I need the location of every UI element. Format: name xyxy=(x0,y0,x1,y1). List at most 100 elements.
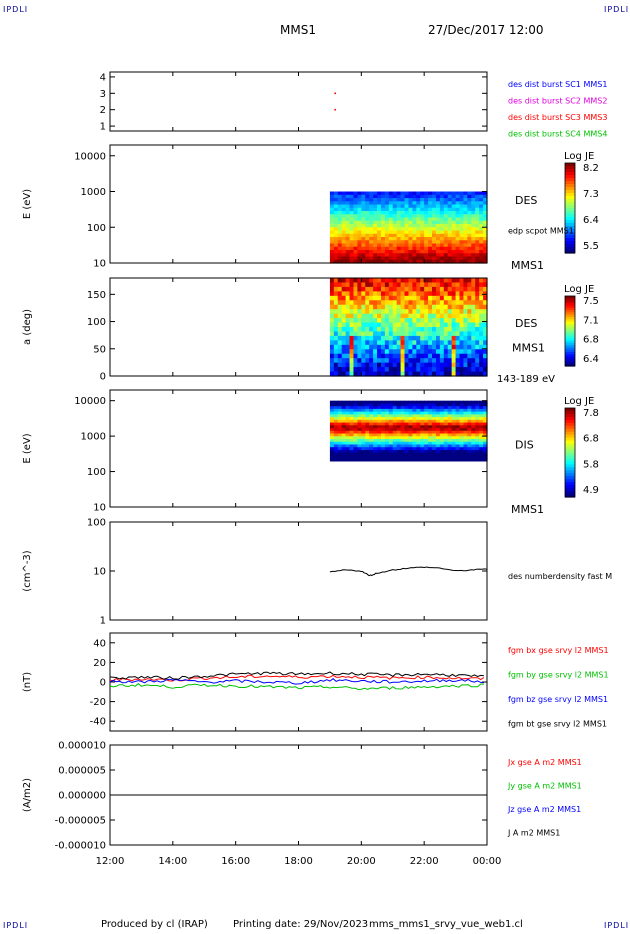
bfield-series-line xyxy=(109,678,484,685)
spectrogram-cell xyxy=(483,304,488,310)
instrument-sublabel: MMS1 xyxy=(512,342,545,355)
spectrogram-cell xyxy=(420,441,425,446)
spectrogram-cell xyxy=(420,243,425,248)
spectrogram-cell xyxy=(400,194,406,199)
colorbar-segment xyxy=(565,300,575,304)
spectrogram-cell xyxy=(435,194,441,199)
spectrogram-cell xyxy=(392,295,398,301)
spectrogram-cell xyxy=(361,286,366,292)
spectrogram-cell xyxy=(392,220,398,225)
spectrogram-cell xyxy=(471,408,476,413)
spectrogram-cell xyxy=(451,259,457,264)
spectrogram-cell xyxy=(384,243,390,248)
spectrogram-cell xyxy=(428,217,433,222)
spectrogram-cell xyxy=(345,227,351,232)
spectrogram-cell xyxy=(483,344,488,350)
spectrogram-cell xyxy=(353,433,359,437)
spectrogram-cell xyxy=(432,438,437,443)
spectrogram-cell xyxy=(416,344,421,350)
spectrogram-cell xyxy=(365,217,370,222)
spectrogram-cell xyxy=(483,207,488,212)
spectrogram-cell xyxy=(329,433,335,437)
spectrogram-cell xyxy=(400,224,406,228)
spectrogram-cell xyxy=(408,362,413,368)
spectrogram-cell xyxy=(416,194,421,199)
spectrogram-cell xyxy=(333,358,339,364)
spectrogram-cell xyxy=(479,318,484,324)
colorbar-segment xyxy=(565,359,575,362)
spectrogram-cell xyxy=(377,322,382,328)
spectrogram-cell xyxy=(361,425,366,429)
spectrogram-cell xyxy=(357,358,362,364)
spectrogram-cell xyxy=(380,438,386,443)
spectrogram-cell xyxy=(479,253,484,258)
spectrogram-cell xyxy=(467,406,472,410)
spectrogram-cell xyxy=(373,291,378,297)
spectrogram-cell xyxy=(388,230,394,235)
spectrogram-cell xyxy=(471,400,476,405)
spectrogram-cell xyxy=(439,194,445,199)
spectrogram-cell xyxy=(447,322,453,328)
spectrogram-cell xyxy=(333,227,339,232)
spectrogram-cell xyxy=(353,201,359,206)
spectrogram-cell xyxy=(361,246,366,251)
spectrogram-cell xyxy=(380,246,386,251)
spectrogram-cell xyxy=(384,340,390,346)
spectrogram-cell xyxy=(357,259,362,264)
corner-label-bottom-right: IPDLI xyxy=(604,921,630,930)
spectrogram-cell xyxy=(329,444,335,448)
spectrogram-cell xyxy=(380,362,386,368)
spectrogram-cell xyxy=(432,458,437,462)
spectrogram-cell xyxy=(408,286,413,292)
spectrogram-cell xyxy=(447,430,453,435)
spectrogram-cell xyxy=(455,220,461,225)
spectrogram-cell xyxy=(439,425,445,429)
spectrogram-cell xyxy=(392,449,398,454)
spectrogram-cell xyxy=(373,309,378,315)
spectrogram-cell xyxy=(369,304,374,310)
x-tick-label: 20:00 xyxy=(347,856,376,867)
spectrogram-cell xyxy=(416,278,421,284)
spectrogram-cell xyxy=(416,191,421,196)
spectrogram-cell xyxy=(432,304,437,310)
colorbar-segment xyxy=(565,202,575,206)
spectrogram-cell xyxy=(341,201,347,206)
colorbar-segment xyxy=(565,443,575,448)
spectrogram-cell xyxy=(455,313,461,319)
spectrogram-cell xyxy=(384,353,390,359)
spectrogram-cell xyxy=(392,300,398,306)
spectrogram-cell xyxy=(384,300,390,306)
spectrogram-cell xyxy=(392,191,398,196)
spectrogram-cell xyxy=(435,309,441,315)
spectrogram-cell xyxy=(388,291,394,297)
spectrogram-cell xyxy=(353,253,359,258)
spectrogram-cell xyxy=(471,403,476,407)
spectrogram-cell xyxy=(341,362,347,368)
spectrogram-cell xyxy=(424,240,429,245)
spectrogram-cell xyxy=(467,256,472,261)
spectrogram-cell xyxy=(463,452,468,457)
colorbar-segment xyxy=(565,307,575,311)
spectrogram-cell xyxy=(467,340,472,346)
spectrogram-cell xyxy=(424,211,429,215)
spectrogram-cell xyxy=(396,344,402,350)
spectrogram-cell xyxy=(475,237,480,241)
spectrogram-cell xyxy=(479,291,484,297)
spectrogram-cell xyxy=(412,286,417,292)
spectrogram-cell xyxy=(333,411,339,415)
spectrogram-cell xyxy=(443,422,449,426)
spectrogram-cell xyxy=(416,400,421,405)
spectrogram-cell xyxy=(451,447,457,451)
spectrogram-cell xyxy=(373,353,378,359)
spectrogram-cell xyxy=(384,406,390,410)
spectrogram-cell xyxy=(388,430,394,435)
spectrogram-cell xyxy=(329,318,335,324)
spectrogram-cell xyxy=(380,233,386,238)
spectrogram-cell xyxy=(463,304,468,310)
y-tick-label: 0.000000 xyxy=(58,791,106,802)
spectrogram-cell xyxy=(345,436,351,440)
spectrogram-cell xyxy=(380,211,386,215)
spectrogram-cell xyxy=(345,367,351,373)
spectrogram-cell xyxy=(471,278,476,284)
spectrogram-cell xyxy=(337,237,343,241)
